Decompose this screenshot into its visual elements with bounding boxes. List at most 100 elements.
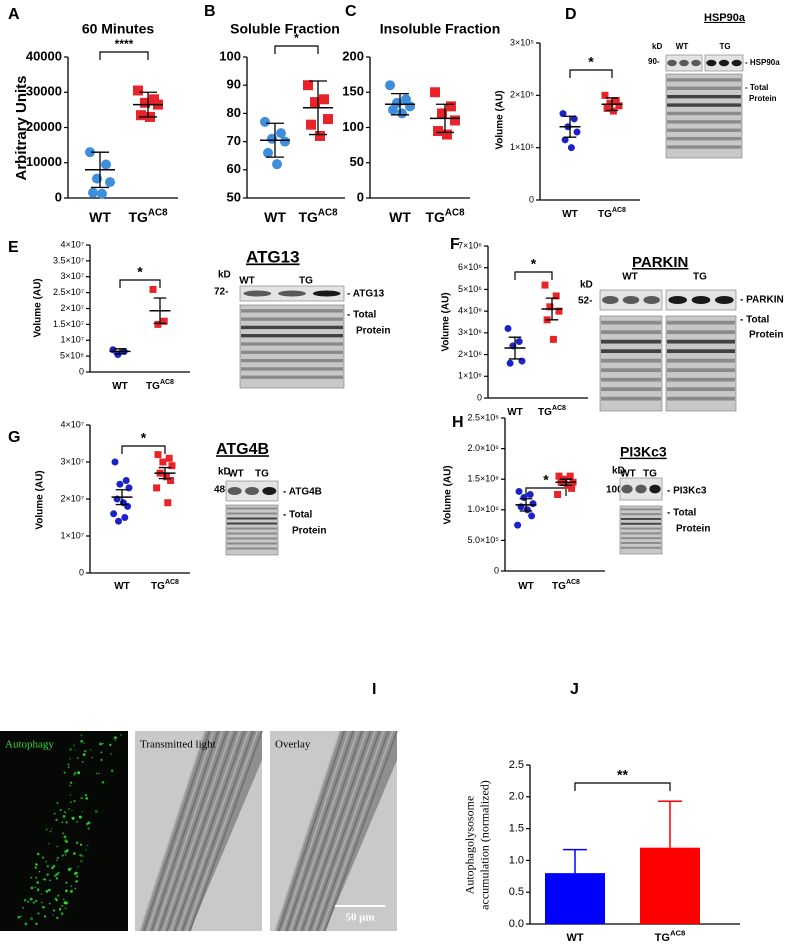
punctum [66, 849, 69, 852]
y-tick-label: 3×10⁵ [510, 37, 534, 47]
category-superscript: AC8 [445, 207, 465, 218]
y-tick-label: 150 [342, 84, 364, 99]
total-protein-band [621, 513, 661, 516]
data-point [272, 159, 282, 170]
image-caption: Autophagy [5, 739, 54, 751]
category-name: WT [566, 932, 583, 944]
x-tick-label: TGAC8 [538, 405, 566, 418]
striation [166, 730, 237, 932]
blot-band [312, 290, 341, 297]
y-tick-label: 5×10⁶ [60, 351, 84, 361]
significance-bracket [569, 69, 613, 78]
lane-label: TG [255, 469, 269, 480]
punctum [55, 818, 58, 822]
striation [170, 730, 241, 932]
category-name: TG [598, 209, 612, 220]
category-name: TG [552, 581, 566, 592]
punctum [77, 771, 81, 775]
punctum [84, 793, 88, 797]
total-label: - Total [283, 510, 312, 521]
punctum [85, 849, 87, 851]
panel-letter: F [450, 236, 460, 253]
data-point [159, 458, 167, 466]
punctum [65, 821, 68, 824]
punctum [78, 815, 82, 819]
y-tick-label: 60 [227, 161, 241, 176]
blot-kd: kD [218, 270, 231, 281]
error-bar [266, 122, 284, 158]
category-superscript: AC8 [552, 405, 566, 412]
data-point [116, 480, 124, 488]
blot-kd: kD [612, 466, 625, 477]
punctum [53, 812, 56, 815]
total-protein-band [601, 368, 661, 373]
category-name: TG [128, 209, 148, 225]
y-tick-label: 1.5×10⁷ [53, 319, 84, 329]
band-label: - PARKIN [740, 295, 784, 306]
error-bar [605, 97, 619, 112]
y-tick-label: 3.5×10⁷ [53, 255, 84, 265]
total-protein-band [667, 320, 735, 325]
punctum [29, 897, 33, 901]
striation [278, 730, 346, 932]
striation [173, 730, 246, 932]
total-protein-band [601, 396, 661, 401]
total-protein-band [667, 78, 741, 82]
x-tick-label: WT [389, 209, 411, 225]
total-protein-band [667, 396, 735, 401]
data-point [555, 307, 563, 315]
band-label: - HSP90a [745, 58, 780, 67]
y-tick-label: 1.0×10⁶ [468, 504, 500, 514]
punctum [64, 839, 68, 843]
striation [158, 730, 228, 932]
data-point [306, 119, 316, 130]
striation [189, 730, 263, 932]
striation [274, 730, 341, 932]
punctum [80, 734, 83, 737]
category-name: WT [114, 581, 130, 592]
panel-letter: A [8, 6, 20, 23]
total-protein-band [667, 349, 735, 354]
category-name: WT [112, 381, 128, 392]
blot-kd: kD [652, 42, 662, 51]
y-tick-label: 200 [342, 48, 364, 63]
punctum [20, 915, 23, 917]
blot-band [635, 484, 647, 494]
blot-band [227, 487, 242, 495]
striation [285, 730, 354, 932]
punctum [61, 854, 64, 857]
punctum [79, 843, 83, 846]
total-protein-band [601, 330, 661, 335]
punctum [101, 780, 105, 784]
x-tick-label: WT [89, 209, 111, 225]
blot-band [622, 296, 640, 304]
data-point [280, 136, 290, 147]
x-tick-label: WT [114, 581, 130, 592]
total-protein-band [667, 95, 741, 99]
category-name: WT [264, 209, 286, 225]
total-protein-band [667, 120, 741, 124]
punctum [23, 898, 27, 902]
blot-band [667, 59, 677, 67]
band-label: - PI3Kc3 [667, 486, 707, 497]
data-point [546, 303, 554, 311]
punctum [110, 753, 112, 755]
data-point [260, 116, 270, 127]
data-point [526, 491, 534, 498]
data-point [529, 500, 537, 508]
punctum [50, 828, 53, 830]
punctum [68, 867, 71, 870]
total-protein-band [667, 86, 741, 90]
total-protein-band [227, 527, 277, 530]
punctum [65, 889, 68, 893]
punctum [57, 894, 60, 897]
x-tick-label: WT [566, 932, 583, 944]
total-protein-band [667, 358, 735, 363]
y-tick-label: 2.0 [509, 791, 524, 803]
total-protein-band [667, 103, 741, 107]
punctum [51, 866, 54, 870]
data-point [523, 506, 531, 514]
panel-letter: G [8, 429, 20, 446]
punctum [34, 866, 38, 869]
punctum [52, 914, 54, 916]
